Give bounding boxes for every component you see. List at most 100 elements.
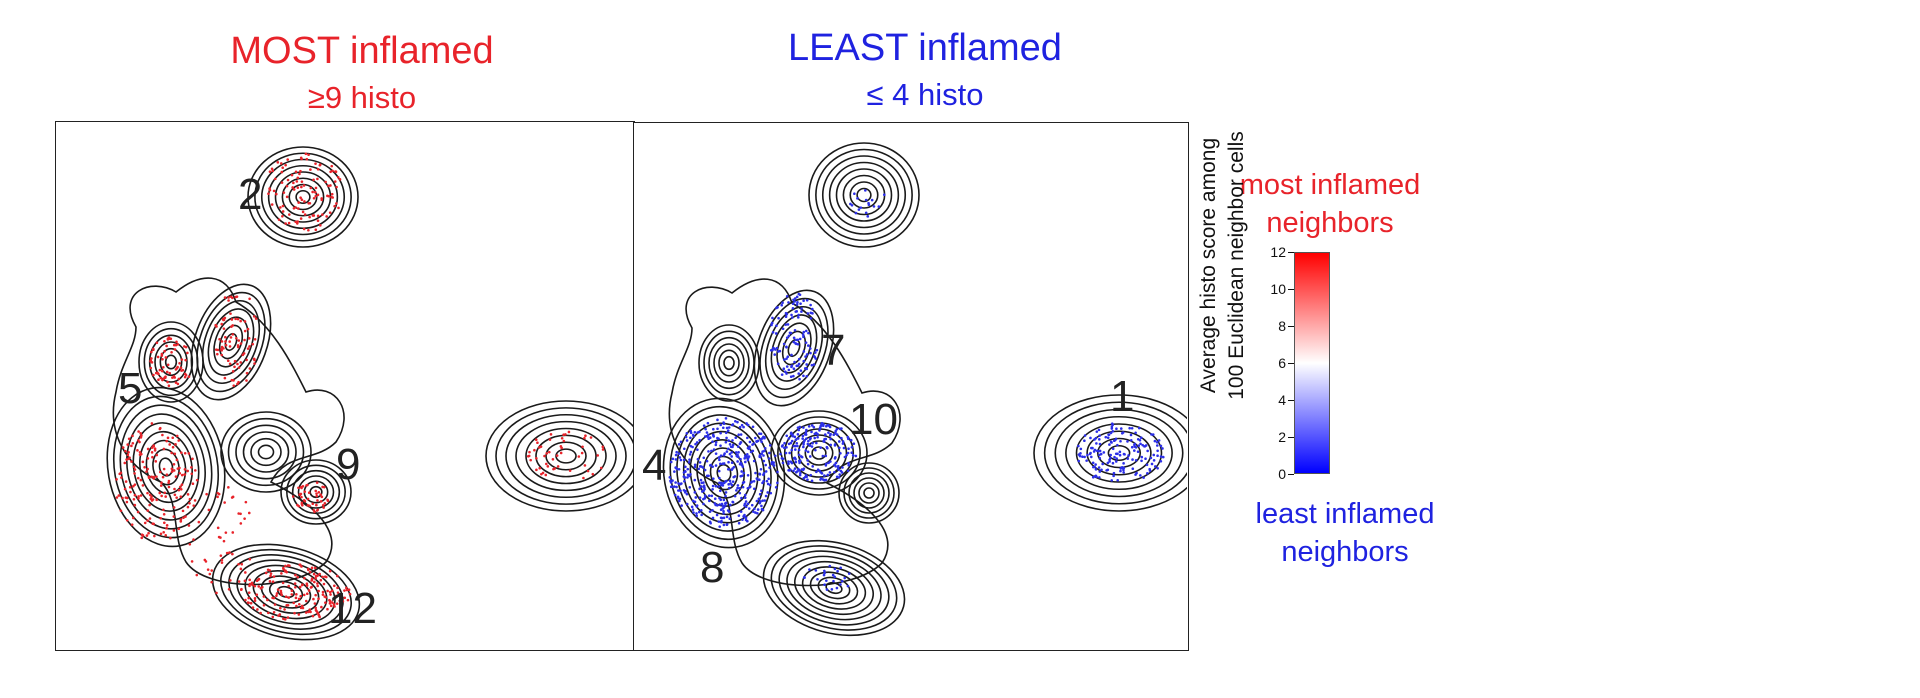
data-point — [1148, 467, 1151, 471]
data-point — [160, 494, 163, 498]
data-point — [800, 455, 804, 459]
data-point — [165, 370, 169, 374]
data-point — [775, 306, 778, 310]
data-point — [296, 176, 300, 180]
data-point — [790, 439, 794, 443]
data-point — [809, 347, 812, 350]
data-point — [718, 503, 722, 506]
data-point — [1089, 451, 1092, 455]
data-point — [792, 340, 796, 344]
data-point — [722, 509, 725, 513]
data-point — [179, 520, 183, 523]
data-point — [309, 168, 312, 171]
data-point — [1111, 447, 1115, 451]
data-point — [794, 444, 797, 448]
data-point — [710, 449, 713, 453]
data-point — [751, 510, 755, 513]
data-point — [150, 451, 154, 454]
data-point — [767, 457, 771, 460]
data-point — [239, 342, 243, 345]
data-point — [739, 457, 742, 461]
data-point — [823, 571, 826, 575]
data-point — [272, 596, 276, 600]
data-point — [1139, 474, 1142, 477]
contour-ring — [280, 459, 352, 525]
cluster-label-9: 9 — [336, 440, 361, 489]
data-point — [791, 306, 795, 310]
data-point — [123, 461, 127, 465]
data-point — [781, 461, 785, 465]
data-point — [287, 213, 291, 216]
data-point — [739, 433, 743, 436]
data-point — [547, 450, 551, 454]
data-point — [737, 433, 741, 437]
contour-ring — [1054, 408, 1184, 498]
data-point — [276, 161, 280, 164]
data-point — [758, 492, 762, 496]
data-point — [741, 485, 745, 489]
data-point — [822, 439, 825, 443]
data-point — [714, 452, 718, 455]
data-point — [727, 426, 731, 429]
data-point — [178, 466, 181, 470]
contour-ring — [777, 416, 861, 490]
contour-ring — [152, 448, 180, 486]
data-point — [295, 180, 299, 183]
data-point — [147, 476, 151, 480]
data-point — [538, 466, 542, 470]
data-point — [784, 451, 788, 455]
colorbar-tick-label: 6 — [1278, 355, 1286, 371]
data-point — [182, 516, 185, 519]
data-point — [790, 364, 794, 367]
data-point — [177, 377, 181, 381]
data-point — [1134, 431, 1137, 435]
data-point — [149, 360, 152, 363]
data-point — [336, 574, 339, 578]
data-point — [188, 497, 192, 501]
data-point — [580, 451, 584, 455]
data-point — [734, 451, 738, 454]
data-point — [834, 461, 838, 465]
data-point — [331, 196, 334, 199]
data-point — [535, 456, 538, 460]
data-point — [836, 464, 840, 468]
data-point — [137, 430, 140, 433]
data-point — [131, 434, 134, 438]
data-point — [847, 437, 850, 441]
data-point — [1115, 457, 1118, 460]
data-point — [191, 482, 195, 486]
data-point — [191, 457, 194, 461]
contour-ring — [708, 336, 750, 390]
data-point — [1108, 443, 1111, 446]
data-point — [693, 500, 697, 504]
data-point — [698, 438, 701, 442]
data-point — [776, 481, 779, 485]
data-point — [722, 453, 726, 457]
data-point — [301, 210, 305, 214]
data-point — [248, 367, 252, 370]
data-point — [343, 596, 347, 600]
data-point — [279, 206, 282, 209]
data-point — [746, 486, 750, 490]
data-point — [1136, 437, 1140, 441]
data-point — [154, 460, 158, 463]
data-point — [710, 494, 714, 498]
data-point — [230, 325, 233, 328]
data-point — [300, 565, 303, 568]
data-point — [248, 345, 251, 348]
data-point — [319, 500, 323, 503]
data-point — [243, 329, 247, 333]
data-point — [864, 198, 868, 202]
data-point — [219, 554, 223, 557]
data-point — [752, 487, 756, 491]
data-point — [695, 514, 698, 518]
data-point — [724, 501, 728, 505]
data-point — [688, 453, 692, 456]
data-point — [1085, 459, 1088, 462]
data-point — [1133, 443, 1136, 447]
data-point — [1077, 444, 1080, 448]
data-point — [1100, 468, 1103, 472]
data-point — [702, 502, 705, 506]
data-point — [227, 299, 230, 302]
data-point — [718, 481, 721, 485]
